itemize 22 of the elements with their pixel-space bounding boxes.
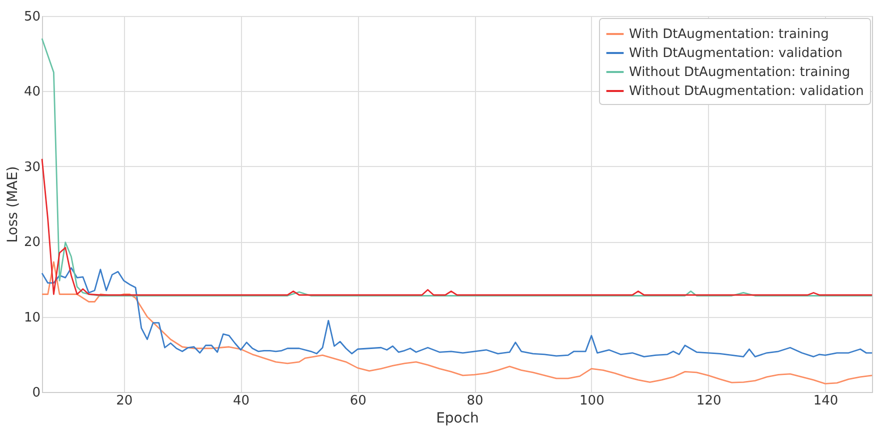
y-tick-label: 50 bbox=[24, 10, 40, 24]
x-tick-label: 100 bbox=[580, 394, 604, 408]
legend-label: Without DtAugmentation: validation bbox=[629, 84, 864, 99]
x-tick-label: 40 bbox=[232, 394, 250, 408]
y-tick-label: 20 bbox=[24, 235, 40, 250]
legend-label: With DtAugmentation: validation bbox=[629, 46, 843, 61]
y-axis-title: Loss (MAE) bbox=[4, 166, 21, 243]
y-tick-label: 10 bbox=[24, 310, 40, 326]
x-tick-label: 140 bbox=[813, 394, 838, 408]
y-tick-label: 0 bbox=[32, 386, 40, 400]
x-tick-label: 80 bbox=[466, 394, 484, 408]
legend-label: With DtAugmentation: training bbox=[629, 27, 829, 42]
line-series bbox=[41, 267, 873, 358]
x-tick-label: 60 bbox=[350, 394, 366, 408]
y-tick-label: 30 bbox=[24, 160, 40, 175]
x-tick-label: 120 bbox=[696, 394, 722, 408]
legend-label: Without DtAugmentation: training bbox=[629, 65, 850, 80]
x-axis-title: Epoch bbox=[436, 410, 479, 426]
y-tick-label: 40 bbox=[24, 84, 40, 100]
x-tick-label: 20 bbox=[116, 394, 133, 408]
line-series bbox=[41, 158, 873, 296]
line-series bbox=[41, 261, 873, 384]
